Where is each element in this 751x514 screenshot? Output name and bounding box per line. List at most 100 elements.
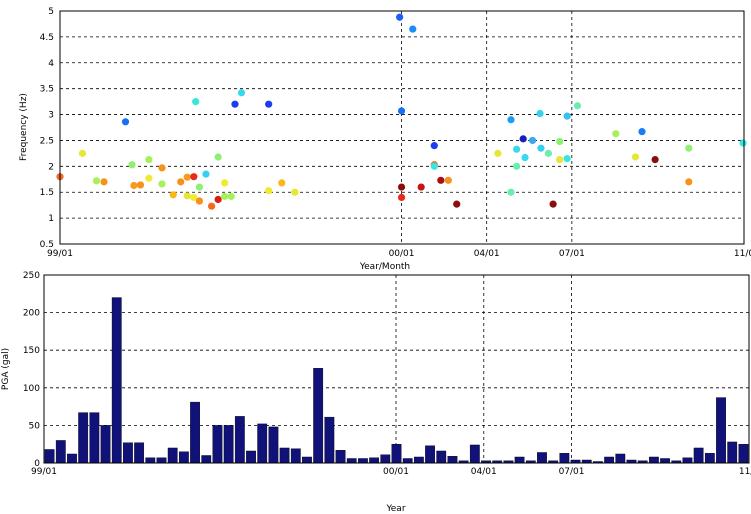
frequency-point	[190, 173, 198, 181]
frequency-point	[231, 100, 239, 108]
pga-xtick-label: 07/01	[559, 467, 585, 477]
pga-bar	[324, 416, 335, 464]
pga-ylabel: PGA (gal)	[1, 348, 11, 390]
frequency-xtick-label: 00/01	[389, 249, 415, 259]
pga-bar	[704, 453, 715, 464]
pga-bar	[290, 448, 301, 464]
pga-bar	[212, 425, 223, 464]
frequency-point	[556, 137, 564, 146]
frequency-point	[549, 200, 557, 208]
frequency-point	[397, 183, 406, 191]
pga-bar	[380, 454, 391, 464]
frequency-ylabel: Frequency (Hz)	[19, 93, 29, 161]
pga-bar	[413, 456, 424, 464]
pga-plot-frame	[43, 274, 750, 464]
frequency-point	[494, 149, 502, 157]
pga-bar	[100, 425, 111, 464]
frequency-point	[536, 109, 544, 118]
pga-bar	[313, 368, 324, 464]
pga-bar	[738, 444, 749, 464]
pga-ytick-label: 200	[23, 309, 40, 319]
frequency-ytick-label: 4.5	[40, 33, 54, 43]
frequency-point	[537, 144, 545, 152]
frequency-ytick-label: 0.5	[40, 240, 54, 250]
pga-bar	[727, 441, 738, 464]
frequency-point	[507, 116, 515, 124]
frequency-point	[430, 142, 438, 150]
frequency-point	[519, 135, 527, 143]
frequency-xtick-label: 04/01	[474, 249, 500, 259]
frequency-point	[136, 181, 145, 189]
frequency-point	[563, 154, 571, 163]
frequency-point	[183, 173, 191, 181]
frequency-xlabel: Year/Month	[359, 262, 410, 272]
frequency-point	[227, 192, 235, 200]
pga-bar	[44, 449, 55, 464]
pga-bar	[693, 447, 704, 464]
frequency-point	[513, 162, 521, 170]
pga-bar	[514, 456, 525, 464]
frequency-point	[192, 98, 200, 106]
frequency-point	[265, 100, 273, 108]
frequency-point	[685, 178, 693, 186]
frequency-point	[207, 202, 216, 210]
frequency-point	[145, 156, 153, 164]
frequency-point	[169, 191, 177, 199]
pga-bar	[615, 453, 626, 464]
frequency-ytick-label: 3.5	[40, 85, 54, 95]
pga-xtick-label: 11/0	[739, 467, 751, 477]
pga-ytick-label: 150	[23, 346, 40, 356]
frequency-point	[158, 164, 166, 172]
pga-bar	[145, 457, 156, 464]
pga-bar	[469, 444, 480, 464]
frequency-ytick-label: 3	[48, 111, 54, 121]
pga-bar	[425, 445, 435, 464]
pga-bar	[682, 457, 693, 464]
frequency-point	[100, 178, 108, 186]
pga-bar	[257, 423, 268, 464]
pga-bar	[223, 425, 234, 464]
frequency-xtick-label: 11/0	[734, 249, 751, 259]
frequency-point	[528, 136, 537, 145]
pga-bar	[358, 458, 368, 464]
frequency-point	[563, 112, 571, 120]
frequency-plot-frame	[59, 10, 745, 245]
frequency-point	[430, 162, 438, 170]
frequency-point	[278, 179, 286, 187]
frequency-point	[128, 161, 136, 169]
pga-bar	[402, 458, 413, 464]
pga-bar	[346, 458, 357, 464]
pga-bar	[178, 451, 189, 464]
frequency-ytick-label: 1	[48, 214, 54, 224]
frequency-scatter-panel: 0.5 1 1.5 2 2.5 3 3.5 4 4.5 5 99/01 00/01 04/01 07/01…	[19, 7, 751, 272]
frequency-ytick-label: 2	[48, 162, 54, 172]
frequency-point	[651, 156, 659, 164]
frequency-point	[513, 145, 521, 153]
frequency-point	[190, 193, 198, 201]
pga-bar	[134, 442, 145, 464]
frequency-point	[177, 178, 185, 186]
frequency-point	[195, 197, 204, 205]
pga-bar	[369, 457, 380, 464]
frequency-point	[437, 176, 445, 184]
pga-bar	[716, 397, 726, 464]
pga-bar	[111, 297, 122, 464]
frequency-point	[78, 149, 87, 157]
frequency-point	[521, 153, 529, 162]
frequency-point	[397, 193, 406, 201]
frequency-point	[221, 192, 229, 200]
frequency-point	[265, 187, 273, 195]
frequency-point	[739, 139, 747, 147]
pga-bar	[55, 440, 66, 464]
frequency-ytick-label: 2.5	[40, 136, 54, 146]
pga-xtick-label: 04/01	[471, 467, 497, 477]
frequency-point	[92, 177, 101, 185]
frequency-point	[507, 188, 515, 196]
frequency-point	[417, 183, 425, 191]
pga-bar	[279, 447, 290, 464]
frequency-point	[130, 181, 138, 190]
pga-bar	[648, 456, 659, 464]
pga-bar	[234, 416, 245, 464]
frequency-point	[202, 170, 210, 178]
